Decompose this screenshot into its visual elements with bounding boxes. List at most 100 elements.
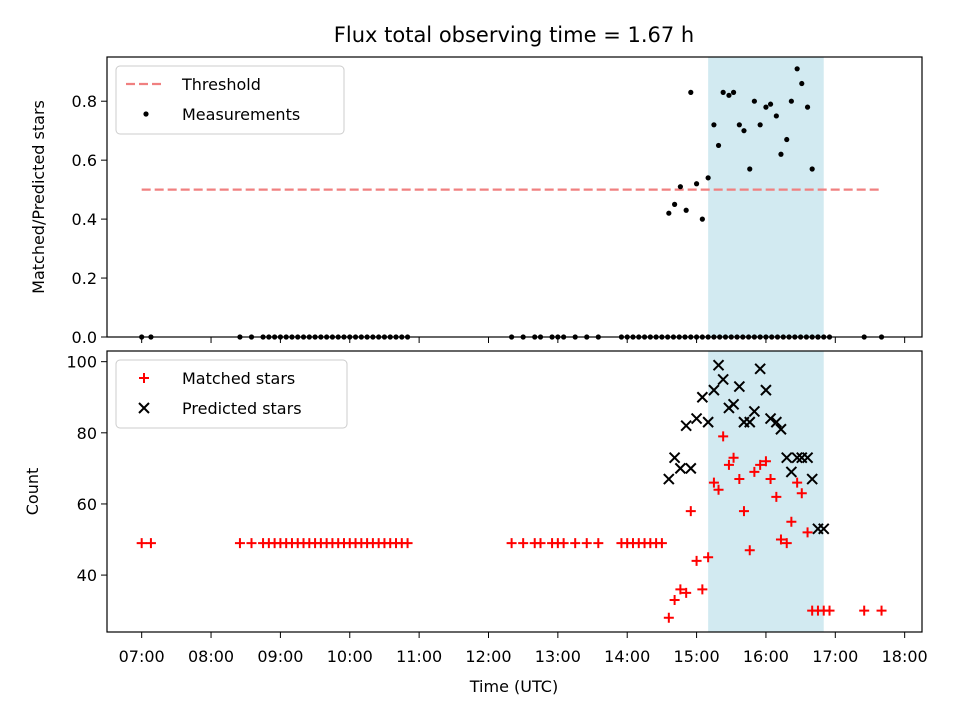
measurement-point [799, 80, 805, 87]
legend-label: Predicted stars [182, 399, 302, 418]
matched-star-point [402, 538, 413, 549]
matched-star-point [744, 545, 755, 556]
y-axis-label: Matched/Predicted stars [29, 100, 48, 294]
legend-label: Threshold [181, 75, 261, 94]
plot-frame [106, 56, 923, 338]
matched-star-point [697, 584, 708, 595]
x-tick-label: 13:00 [535, 647, 581, 666]
predicted-star-point [702, 416, 714, 428]
predicted-star-point [775, 423, 787, 435]
y-tick-label: 0.8 [72, 92, 97, 111]
matched-star-point [535, 538, 546, 549]
matched-star-point [723, 459, 734, 470]
predicted-star-point [668, 452, 681, 464]
measurement-point [804, 104, 811, 110]
matched-star-point [796, 488, 807, 499]
measurement-point [741, 128, 747, 134]
observing-window [708, 351, 824, 632]
measurement-point [693, 181, 700, 187]
predicted-star-point [748, 405, 761, 418]
matched-star-point [802, 527, 813, 538]
predicted-star-point [680, 419, 692, 432]
predicted-star-point [744, 416, 756, 428]
legend-matched-swatch [139, 373, 149, 383]
measurement-point [773, 113, 779, 119]
matched-star-point [681, 587, 692, 598]
y-tick-label: 60 [77, 495, 97, 514]
predicted-star-point [760, 384, 772, 396]
matched-star-point [781, 538, 792, 549]
measurement-point [730, 89, 737, 95]
measurement-point [784, 136, 790, 143]
legend-box [115, 359, 348, 429]
measurement-point [767, 101, 774, 107]
measurement-point [672, 201, 678, 207]
observing-window [708, 57, 824, 337]
y-tick-label: 40 [77, 566, 97, 585]
legend-measurement-swatch [143, 111, 149, 117]
x-tick-label: 15:00 [674, 647, 720, 666]
predicted-star-point [818, 523, 830, 535]
matched-star-point [136, 538, 147, 549]
predicted-star-point [801, 452, 814, 464]
matched-star-point [775, 534, 786, 545]
matched-star-point [675, 584, 686, 595]
measurement-point [788, 98, 794, 104]
matched-star-point [246, 538, 257, 549]
bottom-panel: 40 60 80 100 07:00 08:00 09:00 10:00 11:00 12:00 1… [23, 350, 928, 666]
x-tick-label: 10:00 [327, 647, 373, 666]
y-tick-label: 100 [66, 353, 97, 372]
predicted-star-point [785, 466, 798, 478]
predicted-star-point [674, 462, 687, 475]
y-tick-label: 0.0 [72, 328, 97, 347]
matched-star-point [518, 538, 529, 549]
chart-title: Flux total observing time = 1.67 h [334, 23, 694, 47]
matched-star-point [685, 506, 696, 517]
measurement-point [736, 122, 742, 128]
predicted-star-point [754, 363, 766, 375]
predicted-star-point [717, 373, 729, 386]
predicted-star-point [690, 412, 703, 425]
predicted-star-point [712, 359, 725, 371]
x-axis-label: Time (UTC) [469, 677, 558, 696]
measurement-point [666, 210, 672, 216]
matched-star-point [755, 459, 766, 470]
matched-star-point [593, 538, 604, 549]
matched-star-point [734, 474, 745, 485]
legend-label: Measurements [182, 105, 300, 124]
predicted-star-point [764, 412, 777, 425]
matched-star-point [703, 552, 714, 563]
measurement-point [757, 122, 763, 128]
measurement-point [677, 184, 683, 190]
x-tick-label: 18:00 [882, 647, 928, 666]
y-axis-label: Count [23, 468, 42, 516]
predicted-star-point [685, 462, 697, 475]
y-tick-label: 0.4 [72, 210, 97, 229]
matched-star-point [859, 605, 870, 616]
predicted-star-point [781, 452, 793, 464]
predicted-star-point [663, 473, 675, 485]
measurement-point [751, 98, 757, 104]
matched-star-point [708, 477, 719, 488]
legend-label: Matched stars [182, 369, 295, 388]
matched-star-point [728, 452, 739, 463]
y-tick-label: 0.2 [72, 269, 97, 288]
x-tick-label: 16:00 [743, 647, 789, 666]
predicted-star-point [791, 452, 803, 464]
plot-frame [106, 350, 923, 633]
matched-star-point [824, 605, 835, 616]
y-tick-label: 0.6 [72, 151, 97, 170]
measurement-point [809, 166, 815, 172]
legend-predicted-swatch [138, 402, 150, 414]
x-tick-label: 14:00 [604, 647, 650, 666]
matched-star-point [558, 538, 569, 549]
legend-box [115, 65, 345, 135]
x-tick-label: 17:00 [812, 647, 858, 666]
measurement-point [794, 66, 800, 72]
matched-star-point [876, 605, 887, 616]
measurement-point [683, 207, 689, 213]
measurement-point [711, 122, 717, 128]
predicted-star-point [733, 380, 746, 393]
